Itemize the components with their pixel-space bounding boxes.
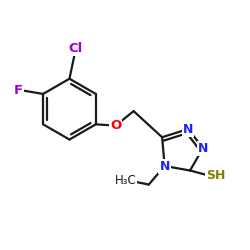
Text: N: N xyxy=(183,122,194,136)
Text: N: N xyxy=(198,142,208,155)
Text: F: F xyxy=(14,84,23,97)
Text: N: N xyxy=(160,160,170,172)
Text: O: O xyxy=(110,119,121,132)
Text: H₃C: H₃C xyxy=(115,174,136,187)
Text: SH: SH xyxy=(206,169,226,182)
Text: Cl: Cl xyxy=(68,42,83,55)
